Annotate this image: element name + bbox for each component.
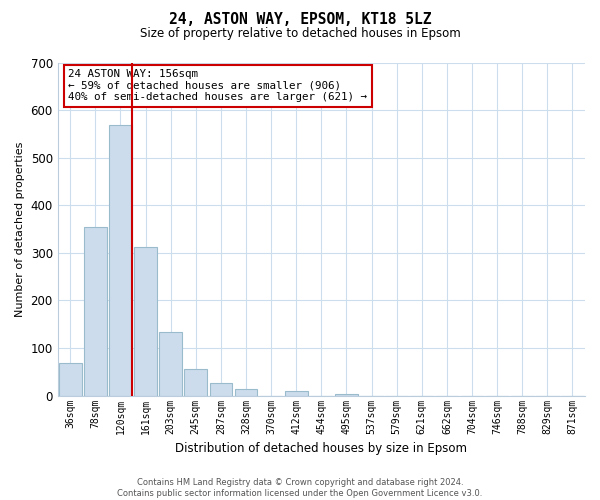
Bar: [285, 391, 308, 396]
Bar: [134, 246, 157, 396]
Text: Contains HM Land Registry data © Crown copyright and database right 2024.
Contai: Contains HM Land Registry data © Crown c…: [118, 478, 482, 498]
Bar: [59, 364, 82, 396]
Y-axis label: Number of detached properties: Number of detached properties: [15, 142, 25, 317]
Bar: [335, 394, 358, 396]
X-axis label: Distribution of detached houses by size in Epsom: Distribution of detached houses by size …: [175, 442, 467, 455]
Bar: [84, 226, 107, 396]
Bar: [209, 383, 232, 396]
Text: 24 ASTON WAY: 156sqm
← 59% of detached houses are smaller (906)
40% of semi-deta: 24 ASTON WAY: 156sqm ← 59% of detached h…: [68, 69, 367, 102]
Bar: [109, 126, 132, 396]
Bar: [235, 390, 257, 396]
Bar: [160, 332, 182, 396]
Text: Size of property relative to detached houses in Epsom: Size of property relative to detached ho…: [140, 28, 460, 40]
Text: 24, ASTON WAY, EPSOM, KT18 5LZ: 24, ASTON WAY, EPSOM, KT18 5LZ: [169, 12, 431, 28]
Bar: [184, 368, 207, 396]
